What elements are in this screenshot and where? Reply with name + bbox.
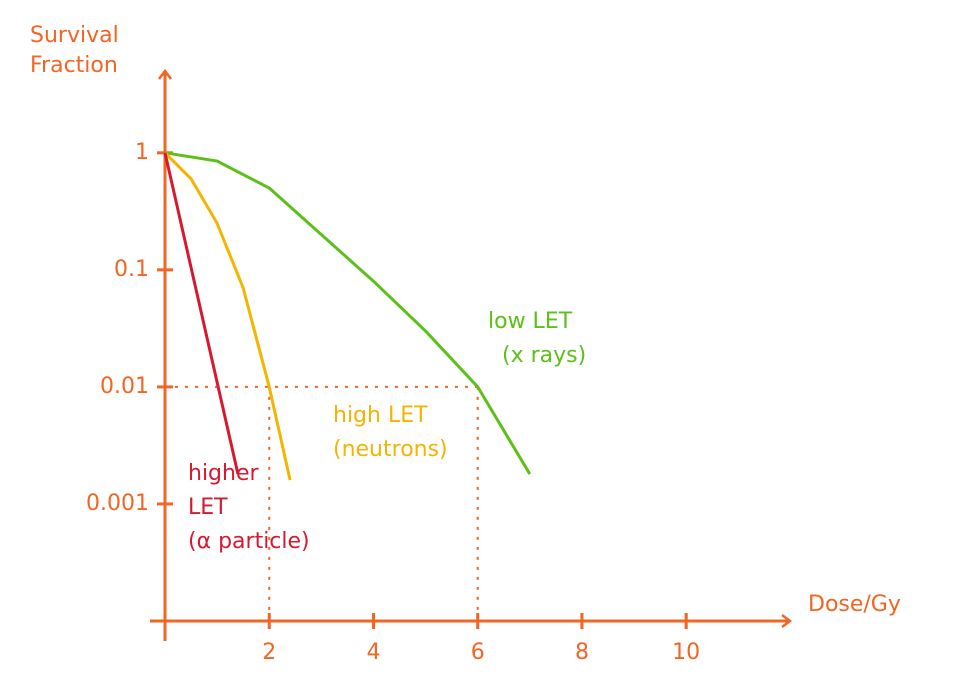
y-tick-label: 0.001 [86,491,149,516]
y-tick-label: 1 [135,140,149,165]
x-tick-label: 2 [262,640,276,665]
curve-label: (α particle) [188,529,310,554]
curve [164,151,532,475]
x-tick-label: 6 [471,640,485,665]
x-tick-label: 10 [672,640,700,665]
y-tick-label: 0.01 [100,374,149,399]
curve-label: (x rays) [502,343,586,368]
x-tick-label: 4 [366,640,380,665]
x-axis-label: Dose/Gy [808,592,901,617]
curve-label: higher [188,461,259,486]
curve-label: (neutrons) [333,437,448,462]
y-tick-label: 0.1 [114,257,149,282]
curve-label: high LET [333,403,428,428]
curve [163,151,292,481]
curve [163,152,240,475]
y-axis-label: Survival [30,23,119,48]
x-tick-label: 8 [575,640,589,665]
curve-label: low LET [488,309,573,334]
y-axis-label: Fraction [30,53,118,78]
curve-label: LET [188,495,228,520]
